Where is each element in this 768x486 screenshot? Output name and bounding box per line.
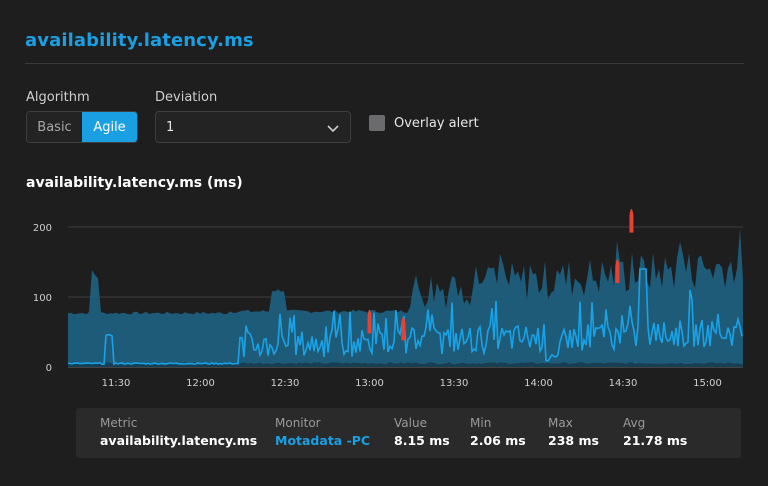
value-value: 8.15 ms bbox=[394, 433, 450, 448]
anomaly-marker-2 bbox=[615, 259, 620, 283]
min-value: 2.06 ms bbox=[470, 433, 526, 448]
deviation-value: 1 bbox=[166, 119, 175, 135]
avg-header: Avg bbox=[623, 416, 646, 430]
metric-header: Metric bbox=[100, 416, 138, 430]
anomaly-marker-3 bbox=[629, 208, 634, 233]
metric-value: availability.latency.ms bbox=[100, 433, 258, 448]
x-tick-1200: 12:00 bbox=[186, 378, 215, 389]
algorithm-toggle[interactable]: Basic Agile bbox=[26, 111, 138, 143]
y-tick-200: 200 bbox=[33, 223, 52, 234]
deviation-select[interactable]: 1 bbox=[155, 111, 351, 143]
chart-title: availability.latency.ms (ms) bbox=[26, 175, 243, 191]
x-tick-1400: 14:00 bbox=[524, 378, 553, 389]
min-header: Min bbox=[470, 416, 492, 430]
lower-range-band bbox=[68, 362, 743, 367]
x-tick-1430: 14:30 bbox=[609, 378, 638, 389]
avg-value: 21.78 ms bbox=[623, 433, 688, 448]
anomaly-marker-1 bbox=[401, 316, 406, 341]
x-tick-1500: 15:00 bbox=[693, 378, 722, 389]
page-title: availability.latency.ms bbox=[25, 30, 254, 51]
x-tick-1230: 12:30 bbox=[271, 378, 300, 389]
summary-panel: Metric availability.latency.ms Monitor M… bbox=[76, 408, 741, 458]
overlay-alert-checkbox[interactable] bbox=[369, 115, 385, 131]
algorithm-agile-button[interactable]: Agile bbox=[82, 112, 137, 142]
max-header: Max bbox=[548, 416, 573, 430]
title-divider bbox=[25, 63, 744, 64]
x-tick-1300: 13:00 bbox=[355, 378, 384, 389]
max-value: 238 ms bbox=[548, 433, 599, 448]
algorithm-basic-button[interactable]: Basic bbox=[27, 112, 82, 142]
value-header: Value bbox=[394, 416, 427, 430]
chevron-down-icon bbox=[327, 125, 339, 133]
y-tick-100: 100 bbox=[33, 293, 52, 304]
anomaly-marker-0 bbox=[367, 309, 372, 334]
deviation-label: Deviation bbox=[155, 90, 218, 105]
y-tick-0: 0 bbox=[46, 363, 52, 374]
latency-chart: 0 100 200 11:30 12:00 12:30 13:00 13:30 14:00 14… bbox=[33, 208, 743, 389]
monitor-link[interactable]: Motadata -PC bbox=[275, 433, 371, 448]
x-tick-1130: 11:30 bbox=[102, 378, 131, 389]
x-tick-1330: 13:30 bbox=[440, 378, 469, 389]
overlay-alert-label: Overlay alert bbox=[394, 116, 479, 131]
algorithm-label: Algorithm bbox=[26, 90, 90, 105]
monitor-header: Monitor bbox=[275, 416, 321, 430]
